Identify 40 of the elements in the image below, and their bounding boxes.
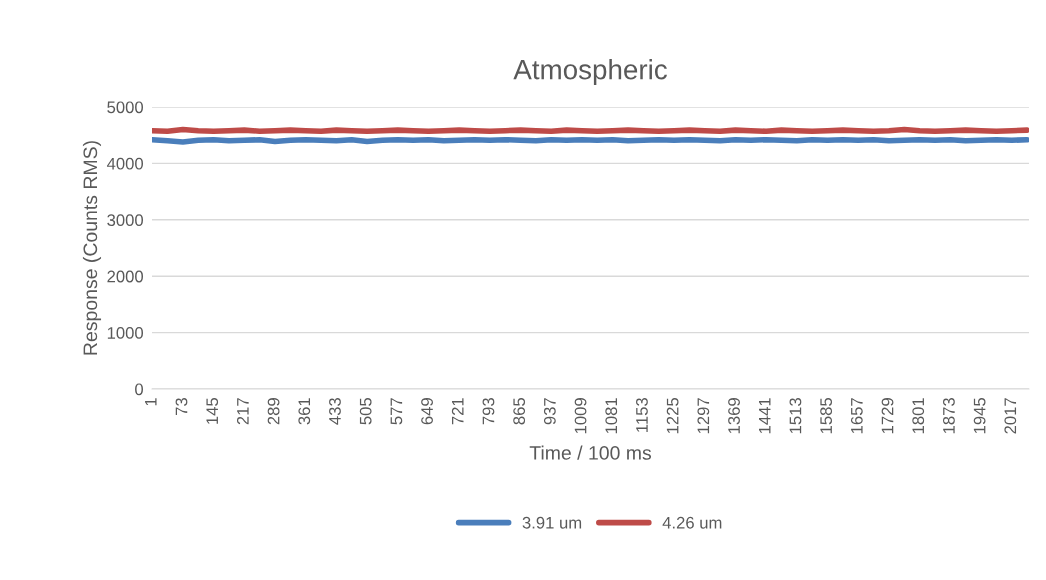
legend-label: 3.91 um — [522, 516, 582, 529]
x-tick-label: 1585 — [820, 398, 833, 434]
x-tick-label: 937 — [543, 398, 556, 425]
x-tick-label: 505 — [359, 398, 372, 425]
y-tick-label: 4000 — [106, 157, 144, 170]
x-tick-label: 1441 — [759, 398, 771, 434]
x-tick-label: 1945 — [973, 398, 986, 434]
chart-title: Atmospheric — [513, 59, 667, 85]
x-tick-label: 721 — [451, 398, 464, 425]
y-axis-title: Response (Counts RMS) — [82, 141, 102, 355]
y-tick-label: 3000 — [107, 214, 144, 226]
x-tick-label: 649 — [421, 398, 433, 425]
x-tick-label: 1081 — [605, 398, 618, 434]
x-tick-label: 865 — [513, 398, 526, 425]
x-tick-label: 1369 — [728, 398, 740, 434]
y-tick-label: 1000 — [107, 327, 144, 339]
x-tick-label: 2017 — [1004, 398, 1017, 434]
x-tick-label: 361 — [298, 398, 311, 425]
y-tick-label: 5000 — [107, 101, 144, 114]
x-tick-label: 73 — [175, 398, 188, 416]
x-tick-label: 1009 — [574, 398, 587, 434]
x-tick-label: 1 — [145, 398, 157, 406]
x-tick-label: 1297 — [697, 398, 710, 434]
y-tick-label: 2000 — [107, 270, 144, 283]
x-tick-label: 1225 — [666, 398, 679, 434]
legend-label: 4.26 um — [662, 516, 722, 529]
y-tick-label: 0 — [135, 383, 144, 396]
x-tick-label: 577 — [390, 398, 403, 425]
x-tick-label: 217 — [236, 398, 249, 425]
x-tick-label: 1729 — [881, 398, 894, 434]
x-axis-title: Time / 100 ms — [529, 445, 652, 460]
x-tick-label: 793 — [482, 398, 495, 425]
x-tick-label: 433 — [329, 398, 341, 425]
x-tick-label: 289 — [267, 398, 280, 425]
x-tick-label: 1801 — [912, 398, 925, 434]
x-tick-label: 145 — [206, 398, 219, 424]
x-tick-label: 1513 — [789, 398, 802, 434]
x-tick-label: 1657 — [850, 398, 863, 434]
x-tick-label: 1153 — [636, 398, 648, 432]
x-tick-label: 1873 — [943, 398, 955, 434]
